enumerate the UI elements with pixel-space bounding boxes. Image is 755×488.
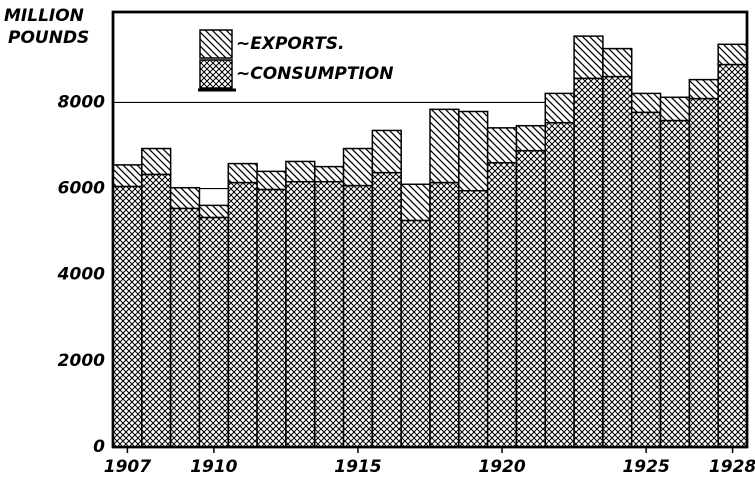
y-tick-label: 2000 (58, 351, 105, 371)
bar-segment (112, 185, 143, 448)
y-tick-label: 4000 (57, 265, 105, 285)
bar-segment (285, 160, 316, 183)
bar-segment (371, 129, 402, 174)
bar-segment (141, 173, 172, 448)
x-tick-label: 1920 (478, 457, 525, 477)
plot-border (111, 10, 749, 449)
y-tick-label: 0 (93, 437, 105, 457)
bar-segment (602, 75, 633, 448)
bar-segment (112, 164, 143, 188)
legend-swatch (199, 29, 233, 59)
legend-swatch (199, 59, 233, 89)
bar-segment (717, 43, 748, 66)
x-tick-label: 1910 (190, 457, 237, 477)
bar-segment (659, 119, 691, 448)
bar-segment (515, 149, 547, 448)
bar-segment (169, 186, 201, 210)
x-tick-label: 1928 (709, 457, 755, 477)
bar-segment (688, 97, 719, 448)
x-tick-label: 1925 (622, 457, 669, 477)
bar-segment (458, 110, 489, 192)
bar-segment (342, 184, 374, 448)
bar-segment (458, 189, 489, 448)
bar-segment (544, 92, 575, 124)
legend-label: ~EXPORTS. (236, 34, 345, 54)
bar-segment (602, 47, 633, 78)
bar-segment (198, 216, 230, 448)
bar-segment (515, 124, 547, 152)
bar-segment (227, 162, 258, 184)
bar-segment (544, 121, 575, 448)
bar-segment (313, 165, 345, 183)
x-tick-label: 1907 (104, 457, 151, 477)
bar-segment (429, 108, 460, 184)
bar-segment (285, 180, 316, 448)
y-label: MILLION (4, 6, 84, 26)
y-tick-label: 8000 (58, 92, 105, 112)
bar-segment (256, 188, 287, 448)
x-tick-label: 1915 (334, 457, 381, 477)
bar-segment (198, 204, 230, 219)
bar-segment (342, 147, 374, 187)
bar-segment (256, 170, 287, 191)
y-tick-label: 6000 (58, 179, 105, 199)
legend-label: ~CONSUMPTION (236, 64, 393, 84)
bar-segment (400, 183, 431, 222)
bar-segment (400, 219, 431, 448)
bar-segment (141, 147, 172, 176)
bar-segment (486, 161, 518, 448)
bar-segment (429, 181, 460, 448)
bar-segment (313, 180, 345, 448)
bar-segment (630, 111, 662, 448)
bar-segment (688, 78, 719, 100)
bar-segment (371, 171, 402, 448)
bar-segment (573, 35, 604, 80)
bar-segment (573, 77, 604, 448)
bar-segment (169, 207, 201, 448)
bar-segment (630, 92, 662, 114)
y-label: POUNDS (8, 28, 89, 48)
bar-segment (227, 181, 258, 448)
bar-segment (659, 96, 691, 122)
bar-segment (486, 127, 518, 164)
bar-segment (717, 63, 748, 448)
